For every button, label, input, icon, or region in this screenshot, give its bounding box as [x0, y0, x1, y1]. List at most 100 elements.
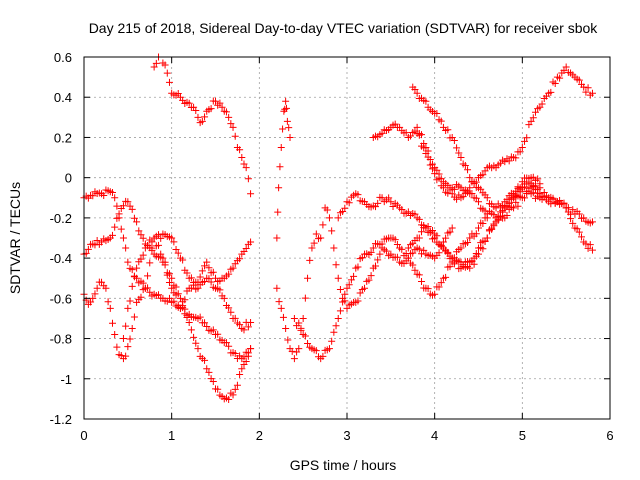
data-point-interp	[196, 313, 204, 321]
data-point-interp	[345, 199, 353, 207]
data-point-interp	[165, 78, 173, 86]
data-point-interp	[516, 184, 524, 192]
data-point-interp	[192, 339, 200, 347]
data-point-interp	[295, 319, 303, 327]
data-point	[317, 234, 325, 242]
data-point-interp	[304, 339, 312, 347]
data-point-interp	[87, 298, 95, 306]
data-point-interp	[407, 132, 415, 140]
data-point	[475, 224, 482, 232]
data-point-interp	[411, 266, 419, 274]
data-point-interp	[575, 210, 583, 218]
data-point	[466, 174, 474, 182]
data-point-interp	[279, 125, 287, 133]
data-point	[128, 325, 136, 332]
data-point	[457, 244, 465, 252]
data-point-interp	[374, 256, 382, 264]
data-point-interp	[503, 195, 511, 203]
data-point	[238, 365, 246, 373]
data-point-interp	[146, 259, 154, 267]
data-point-interp	[117, 225, 125, 233]
data-point-interp	[418, 228, 426, 236]
data-point-interp	[231, 350, 239, 358]
data-point-interp	[174, 90, 182, 98]
data-point	[475, 198, 482, 206]
data-point	[290, 355, 298, 363]
y-tick-label: 0.4	[54, 90, 72, 105]
data-point	[527, 117, 535, 125]
data-point-interp	[231, 132, 239, 140]
data-point	[277, 144, 285, 151]
data-point	[242, 164, 250, 172]
data-point-interp	[126, 335, 134, 343]
data-point-interp	[569, 206, 577, 214]
data-point	[299, 314, 307, 322]
data-point-interp	[236, 321, 244, 329]
data-point	[194, 278, 202, 286]
data-point	[203, 258, 211, 266]
data-point-interp	[424, 147, 432, 155]
data-point-interp	[236, 370, 244, 378]
data-point-interp	[214, 330, 222, 338]
data-point-interp	[450, 137, 458, 145]
data-point-interp	[319, 352, 327, 360]
data-point-interp	[148, 238, 156, 246]
data-point-interp	[547, 88, 555, 96]
data-point-interp	[415, 245, 423, 253]
data-point-interp	[512, 154, 520, 162]
data-point	[247, 238, 255, 246]
data-point-interp	[111, 223, 119, 231]
data-point-interp	[336, 307, 344, 315]
data-point-interp	[505, 199, 513, 207]
data-point	[483, 194, 491, 202]
data-point	[111, 194, 119, 202]
data-point-interp	[415, 271, 423, 279]
data-point-interp	[201, 262, 209, 270]
data-point-interp	[312, 347, 320, 355]
data-point	[115, 210, 123, 218]
data-point-interp	[464, 238, 472, 246]
data-point	[102, 284, 110, 292]
data-point-interp	[442, 273, 450, 281]
data-point-interp	[130, 273, 138, 281]
data-point	[536, 180, 544, 188]
data-point-interp	[424, 223, 432, 231]
data-point-interp	[350, 272, 358, 280]
data-point-interp	[130, 214, 138, 222]
data-point-interp	[172, 283, 180, 291]
data-point-interp	[391, 236, 399, 244]
data-point-interp	[225, 304, 233, 312]
data-point-interp	[345, 281, 353, 289]
data-point-interp	[190, 333, 198, 341]
data-point-interp	[240, 353, 248, 361]
data-point-interp	[244, 352, 252, 360]
data-point-interp	[93, 236, 101, 244]
data-point-interp	[152, 59, 160, 67]
data-point-interp	[240, 160, 248, 168]
data-point-interp	[183, 269, 191, 277]
data-point-interp	[236, 255, 244, 263]
data-point	[203, 365, 211, 373]
data-point	[378, 240, 386, 248]
data-point	[282, 97, 290, 105]
data-point-interp	[584, 84, 592, 92]
data-point-interp	[411, 85, 419, 93]
data-point-interp	[205, 368, 213, 376]
data-point	[325, 345, 333, 353]
data-point-interp	[450, 185, 458, 193]
data-point	[580, 83, 588, 91]
data-point-interp	[339, 298, 347, 306]
data-point-interp	[453, 195, 461, 203]
data-point-interp	[512, 198, 520, 206]
data-point-interp	[358, 254, 366, 262]
data-point-interp	[354, 297, 362, 305]
data-point	[220, 294, 228, 302]
data-point	[124, 198, 132, 206]
data-point-interp	[233, 381, 241, 389]
data-point-interp	[365, 276, 373, 284]
data-point-interp	[275, 298, 283, 306]
data-point	[229, 264, 237, 272]
data-point	[277, 304, 285, 312]
data-point-interp	[301, 332, 309, 340]
data-point-interp	[244, 323, 252, 331]
